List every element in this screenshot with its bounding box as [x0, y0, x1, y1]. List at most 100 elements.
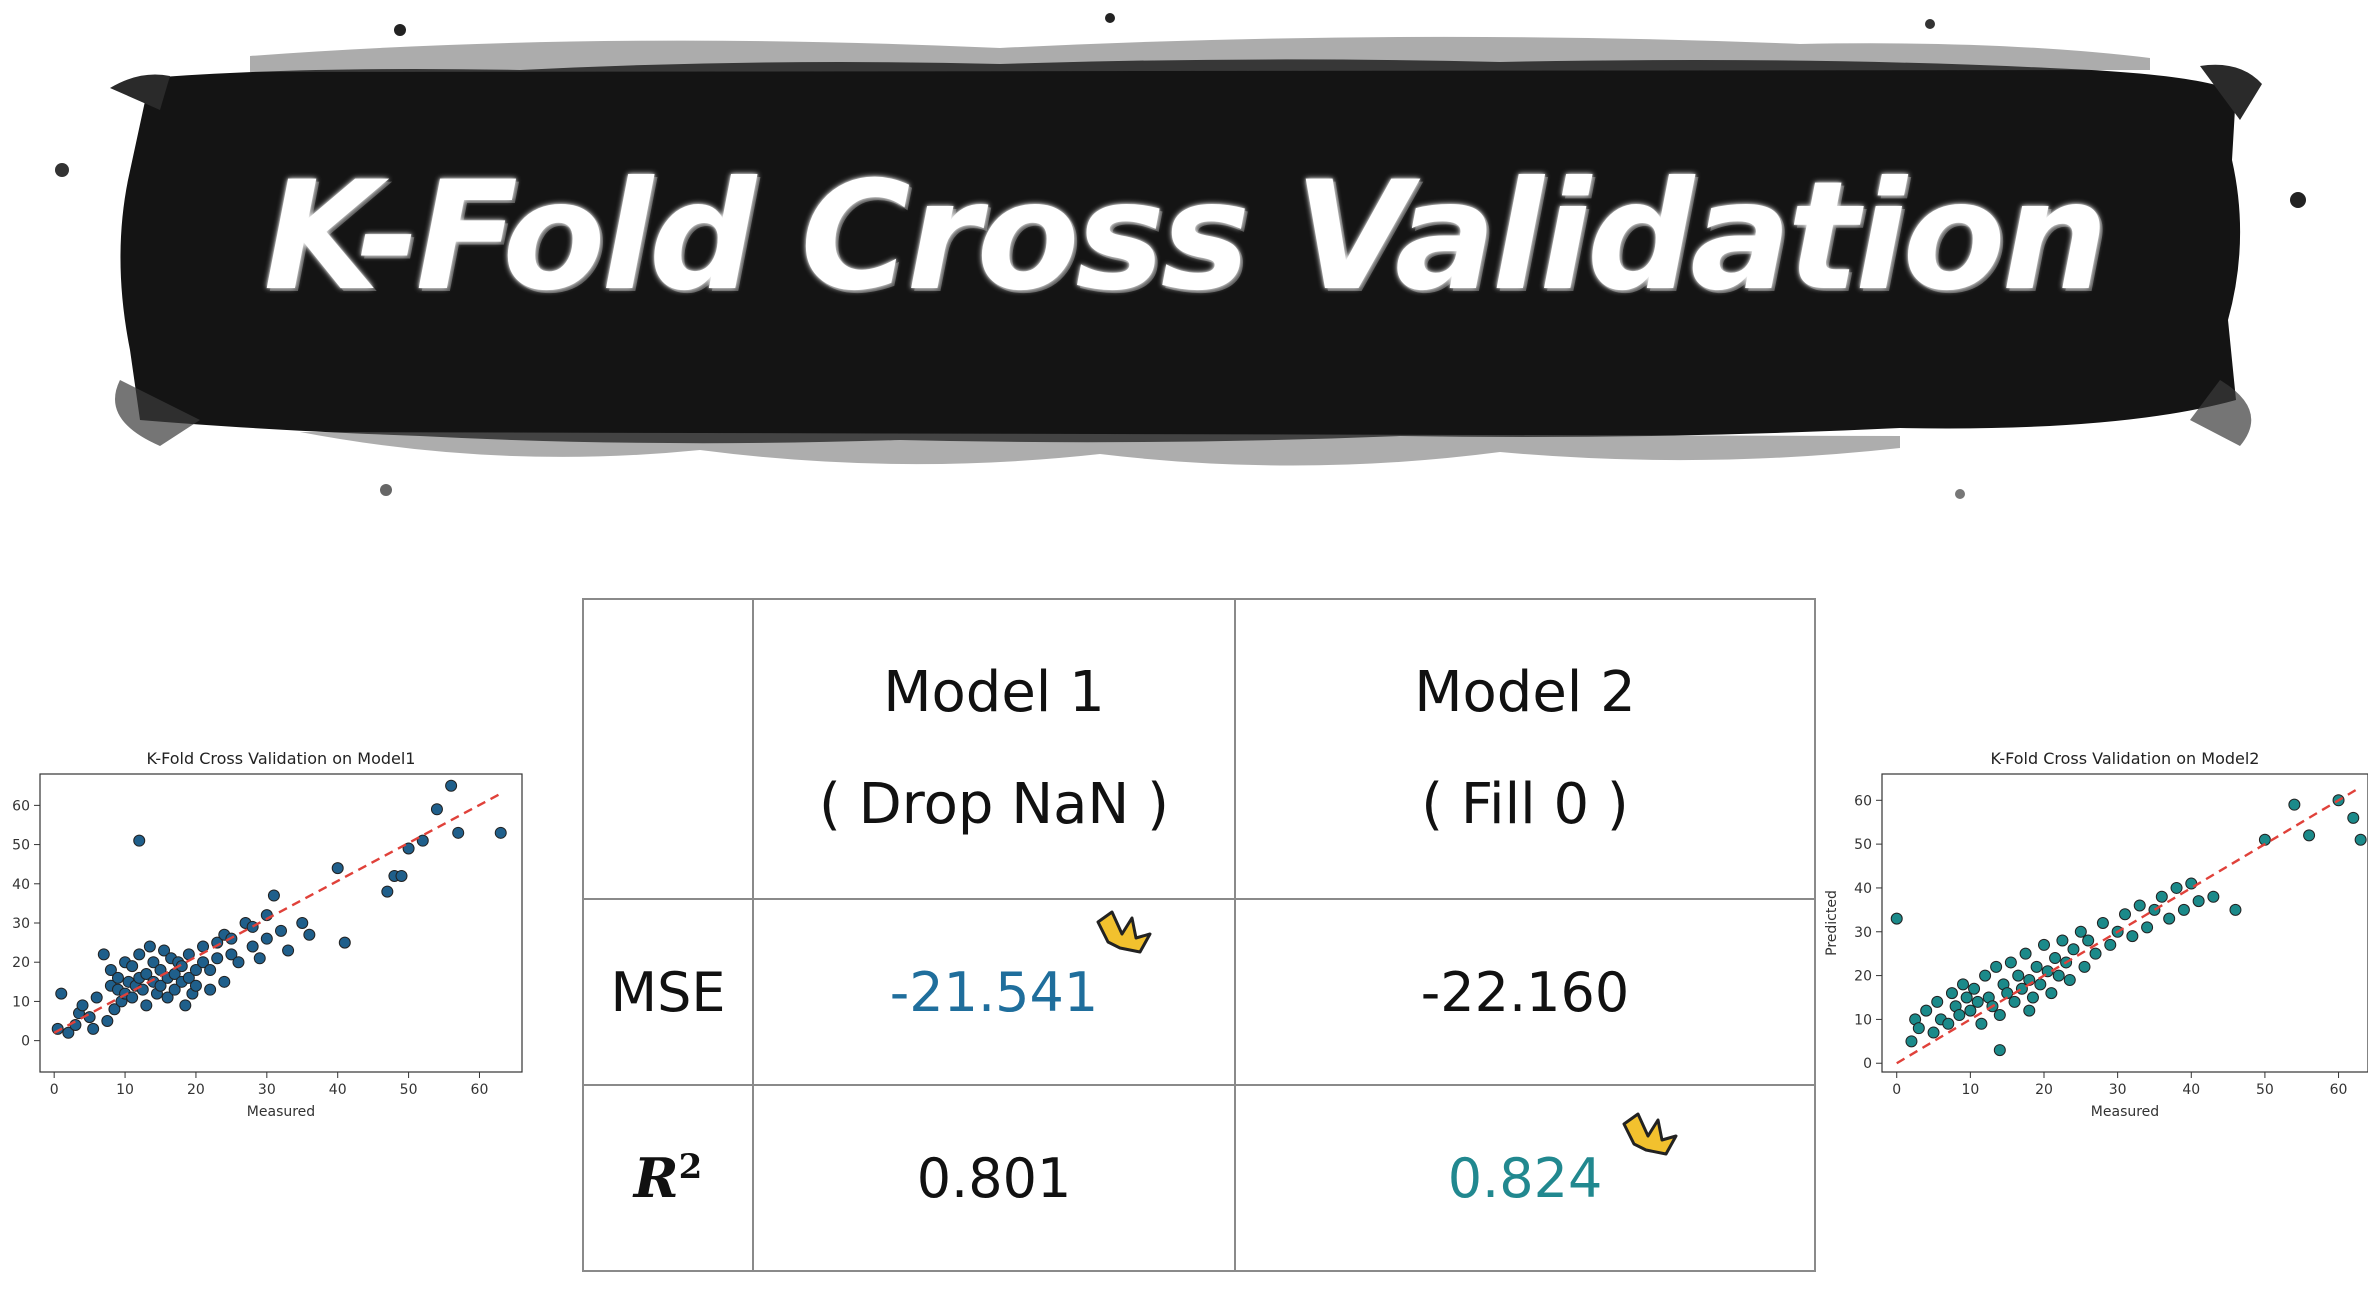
chart-2-point [2104, 938, 2117, 951]
ink-brush-background [55, 13, 2306, 499]
chart-1-point [218, 975, 231, 988]
chart-2-point [2354, 833, 2367, 846]
table-row-r2: R2 0.801 0.824 [582, 1084, 1816, 1272]
chart-2-y-tick-label: 50 [1854, 837, 1872, 853]
chart-1-point [154, 979, 167, 992]
chart-2-point [1990, 960, 2003, 973]
r2-model1-value: 0.801 [916, 1146, 1072, 1210]
chart-2-point [1964, 1004, 1977, 1017]
chart-1-point [101, 1015, 114, 1028]
chart-2-point [2045, 987, 2058, 1000]
chart-1-point [62, 1026, 75, 1039]
chart-1-point [161, 991, 174, 1004]
r2-label-sup: 2 [678, 1147, 703, 1187]
chart-2-point [1931, 995, 1944, 1008]
chart-2-point [2004, 956, 2017, 969]
chart-2-x-axis-label: Measured [2091, 1104, 2159, 1120]
chart-1-point [133, 948, 146, 961]
chart-1-point [147, 956, 160, 969]
chart-2-point [2141, 921, 2154, 934]
scatter-chart-model1: K-Fold Cross Validation on Model1 0 10 20 30… [0, 730, 540, 1150]
chart-1-point [445, 779, 458, 792]
chart-2-point [2082, 934, 2095, 947]
mse-label: MSE [582, 898, 754, 1086]
chart-1-point [246, 940, 259, 953]
model1-note: ( Drop NaN ) [819, 772, 1169, 837]
chart-1-y-tick-label: 30 [12, 916, 30, 932]
chart-1-point [158, 944, 171, 957]
chart-2-y-axis-label: Predicted [1824, 890, 1840, 956]
chart-1-point [182, 971, 195, 984]
model2-note: ( Fill 0 ) [1421, 772, 1629, 837]
chart-1-x-tick-label: 20 [187, 1082, 205, 1098]
mse-model2-value: -22.160 [1420, 960, 1630, 1024]
chart-1-x-tick-label: 40 [329, 1082, 347, 1098]
chart-2-point [2052, 969, 2065, 982]
scatter-plot-model2: K-Fold Cross Validation on Model2 0 10 20 30… [1824, 749, 2368, 1120]
chart-1-plot-frame [39, 773, 523, 1073]
chart-2-y-tick-label: 10 [1854, 1012, 1872, 1028]
chart-1-point [108, 1003, 121, 1016]
chart-2-point [1905, 1035, 1918, 1048]
crown-icon [1622, 1112, 1678, 1156]
chart-1-y-tick-label: 0 [21, 1034, 30, 1050]
chart-1-point [253, 952, 266, 965]
chart-2-point [1927, 1026, 1940, 1039]
chart-1-point [90, 991, 103, 1004]
r2-label-base: R [633, 1146, 679, 1210]
chart-1-point [140, 967, 153, 980]
chart-1-point [140, 999, 153, 1012]
chart-2-point [1975, 1017, 1988, 1030]
chart-1-point [126, 960, 139, 973]
chart-1-point [275, 924, 287, 937]
chart-1-point [282, 944, 295, 957]
chart-1-point [126, 991, 139, 1004]
empty-corner-cell [582, 598, 754, 900]
chart-2-y-tick-label: 60 [1854, 793, 1872, 809]
chart-2-point [2155, 890, 2168, 903]
chart-1-point [452, 826, 465, 839]
chart-1-point [430, 803, 443, 816]
chart-2-y-tick-label: 30 [1854, 925, 1872, 941]
chart-2-x-tick-label: 30 [2109, 1082, 2127, 1098]
chart-1-point [260, 932, 273, 945]
chart-2-point [2133, 899, 2146, 912]
r2-model1-cell: 0.801 [752, 1084, 1236, 1272]
chart-2-x-tick-label: 50 [2256, 1082, 2274, 1098]
chart-2-point [1979, 969, 1992, 982]
chart-2-point [1953, 1009, 1966, 1022]
chart-2-point [2026, 991, 2039, 1004]
chart-1-x-tick-label: 10 [116, 1082, 134, 1098]
chart-2-point [2207, 890, 2220, 903]
mse-model1-value: -21.541 [889, 960, 1099, 1024]
chart-1-point [232, 956, 245, 969]
chart-1-x-tick-label: 60 [471, 1082, 489, 1098]
chart-1-point [189, 979, 202, 992]
chart-2-point [2119, 908, 2131, 921]
chart-1-x-tick-label: 50 [400, 1082, 418, 1098]
chart-1-y-tick-label: 50 [12, 838, 30, 854]
title-banner: K-Fold Cross Validation [0, 0, 2368, 520]
chart-1-point [104, 964, 117, 977]
chart-1-point [395, 869, 408, 882]
chart-2-point [2163, 912, 2176, 925]
chart-1-x-axis-label: Measured [247, 1104, 315, 1120]
chart-2-point [2126, 930, 2139, 943]
chart-2-point [2078, 960, 2091, 973]
chart-1-x-tick-label: 30 [258, 1082, 276, 1098]
chart-2-point [2015, 982, 2028, 995]
chart-2-x-tick-label: 40 [2182, 1082, 2200, 1098]
chart-2-point [1993, 1009, 2006, 1022]
chart-1-point [111, 971, 124, 984]
chart-2-point [1920, 1004, 1933, 1017]
chart-1-point [133, 834, 146, 847]
chart-2-point [2170, 881, 2183, 894]
chart-1-x-tick-label: 0 [50, 1082, 59, 1098]
chart-1-point [136, 983, 149, 996]
scatter-chart-model2: K-Fold Cross Validation on Model2 0 10 20 30… [1820, 730, 2368, 1150]
chart-1-reference-line [53, 792, 502, 1034]
chart-1-y-tick-label: 40 [12, 877, 30, 893]
chart-2-point [2034, 978, 2047, 991]
r2-label-cell: R2 [582, 1084, 754, 1272]
model2-header: Model 2 ( Fill 0 ) [1234, 598, 1816, 900]
